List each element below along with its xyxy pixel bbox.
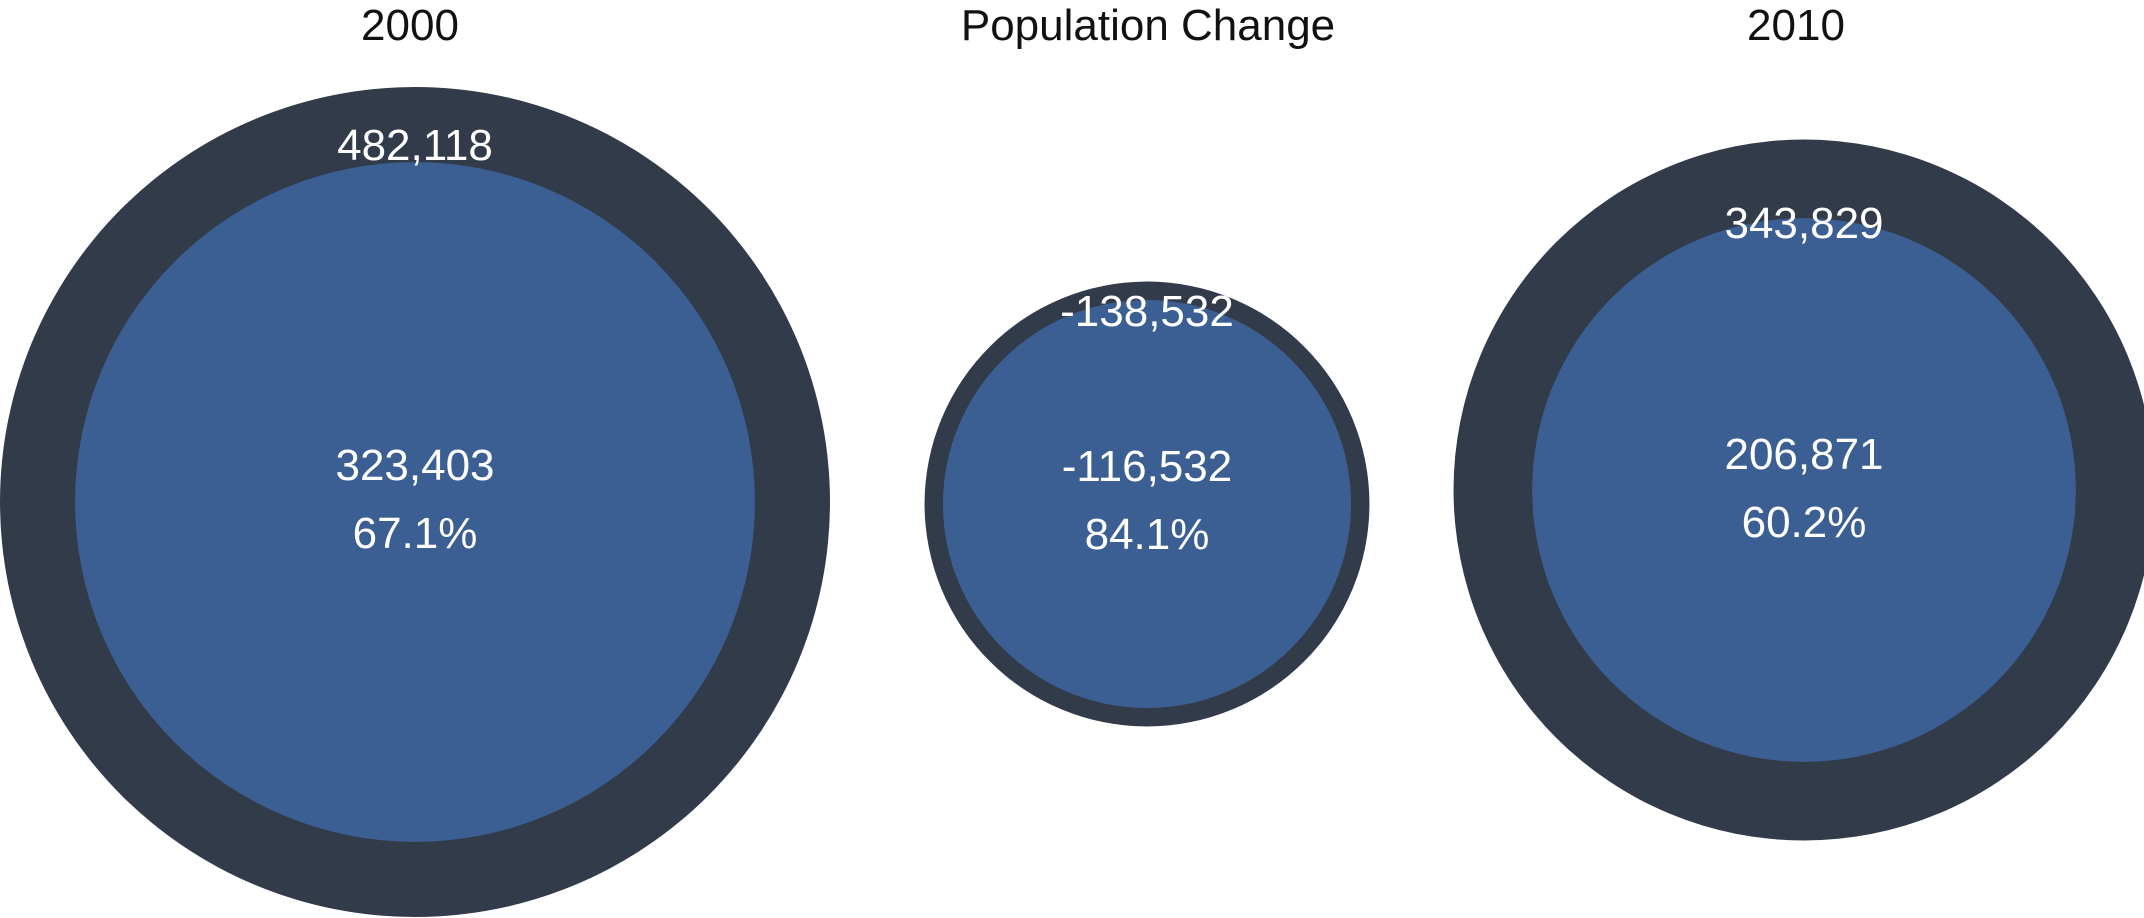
- inner-value-label-change: -116,532: [1062, 442, 1232, 491]
- inner-circle-change: [942, 299, 1352, 709]
- panel-title-2000: 2000: [361, 1, 459, 50]
- inner-percent-label-2010: 60.2%: [1742, 498, 1867, 547]
- panel-title-2010: 2010: [1747, 1, 1845, 50]
- inner-circle-2010: [1532, 218, 2076, 762]
- outer-value-label-2010: 343,829: [1724, 199, 1883, 248]
- outer-value-label-change: -138,532: [1060, 287, 1234, 336]
- panel-title-change: Population Change: [961, 1, 1335, 50]
- inner-value-label-2000: 323,403: [335, 441, 494, 490]
- outer-value-label-2000: 482,118: [337, 121, 493, 170]
- inner-percent-label-2000: 67.1%: [353, 509, 478, 558]
- inner-percent-label-change: 84.1%: [1085, 510, 1210, 559]
- inner-value-label-2010: 206,871: [1724, 430, 1883, 479]
- inner-circle-2000: [75, 162, 755, 842]
